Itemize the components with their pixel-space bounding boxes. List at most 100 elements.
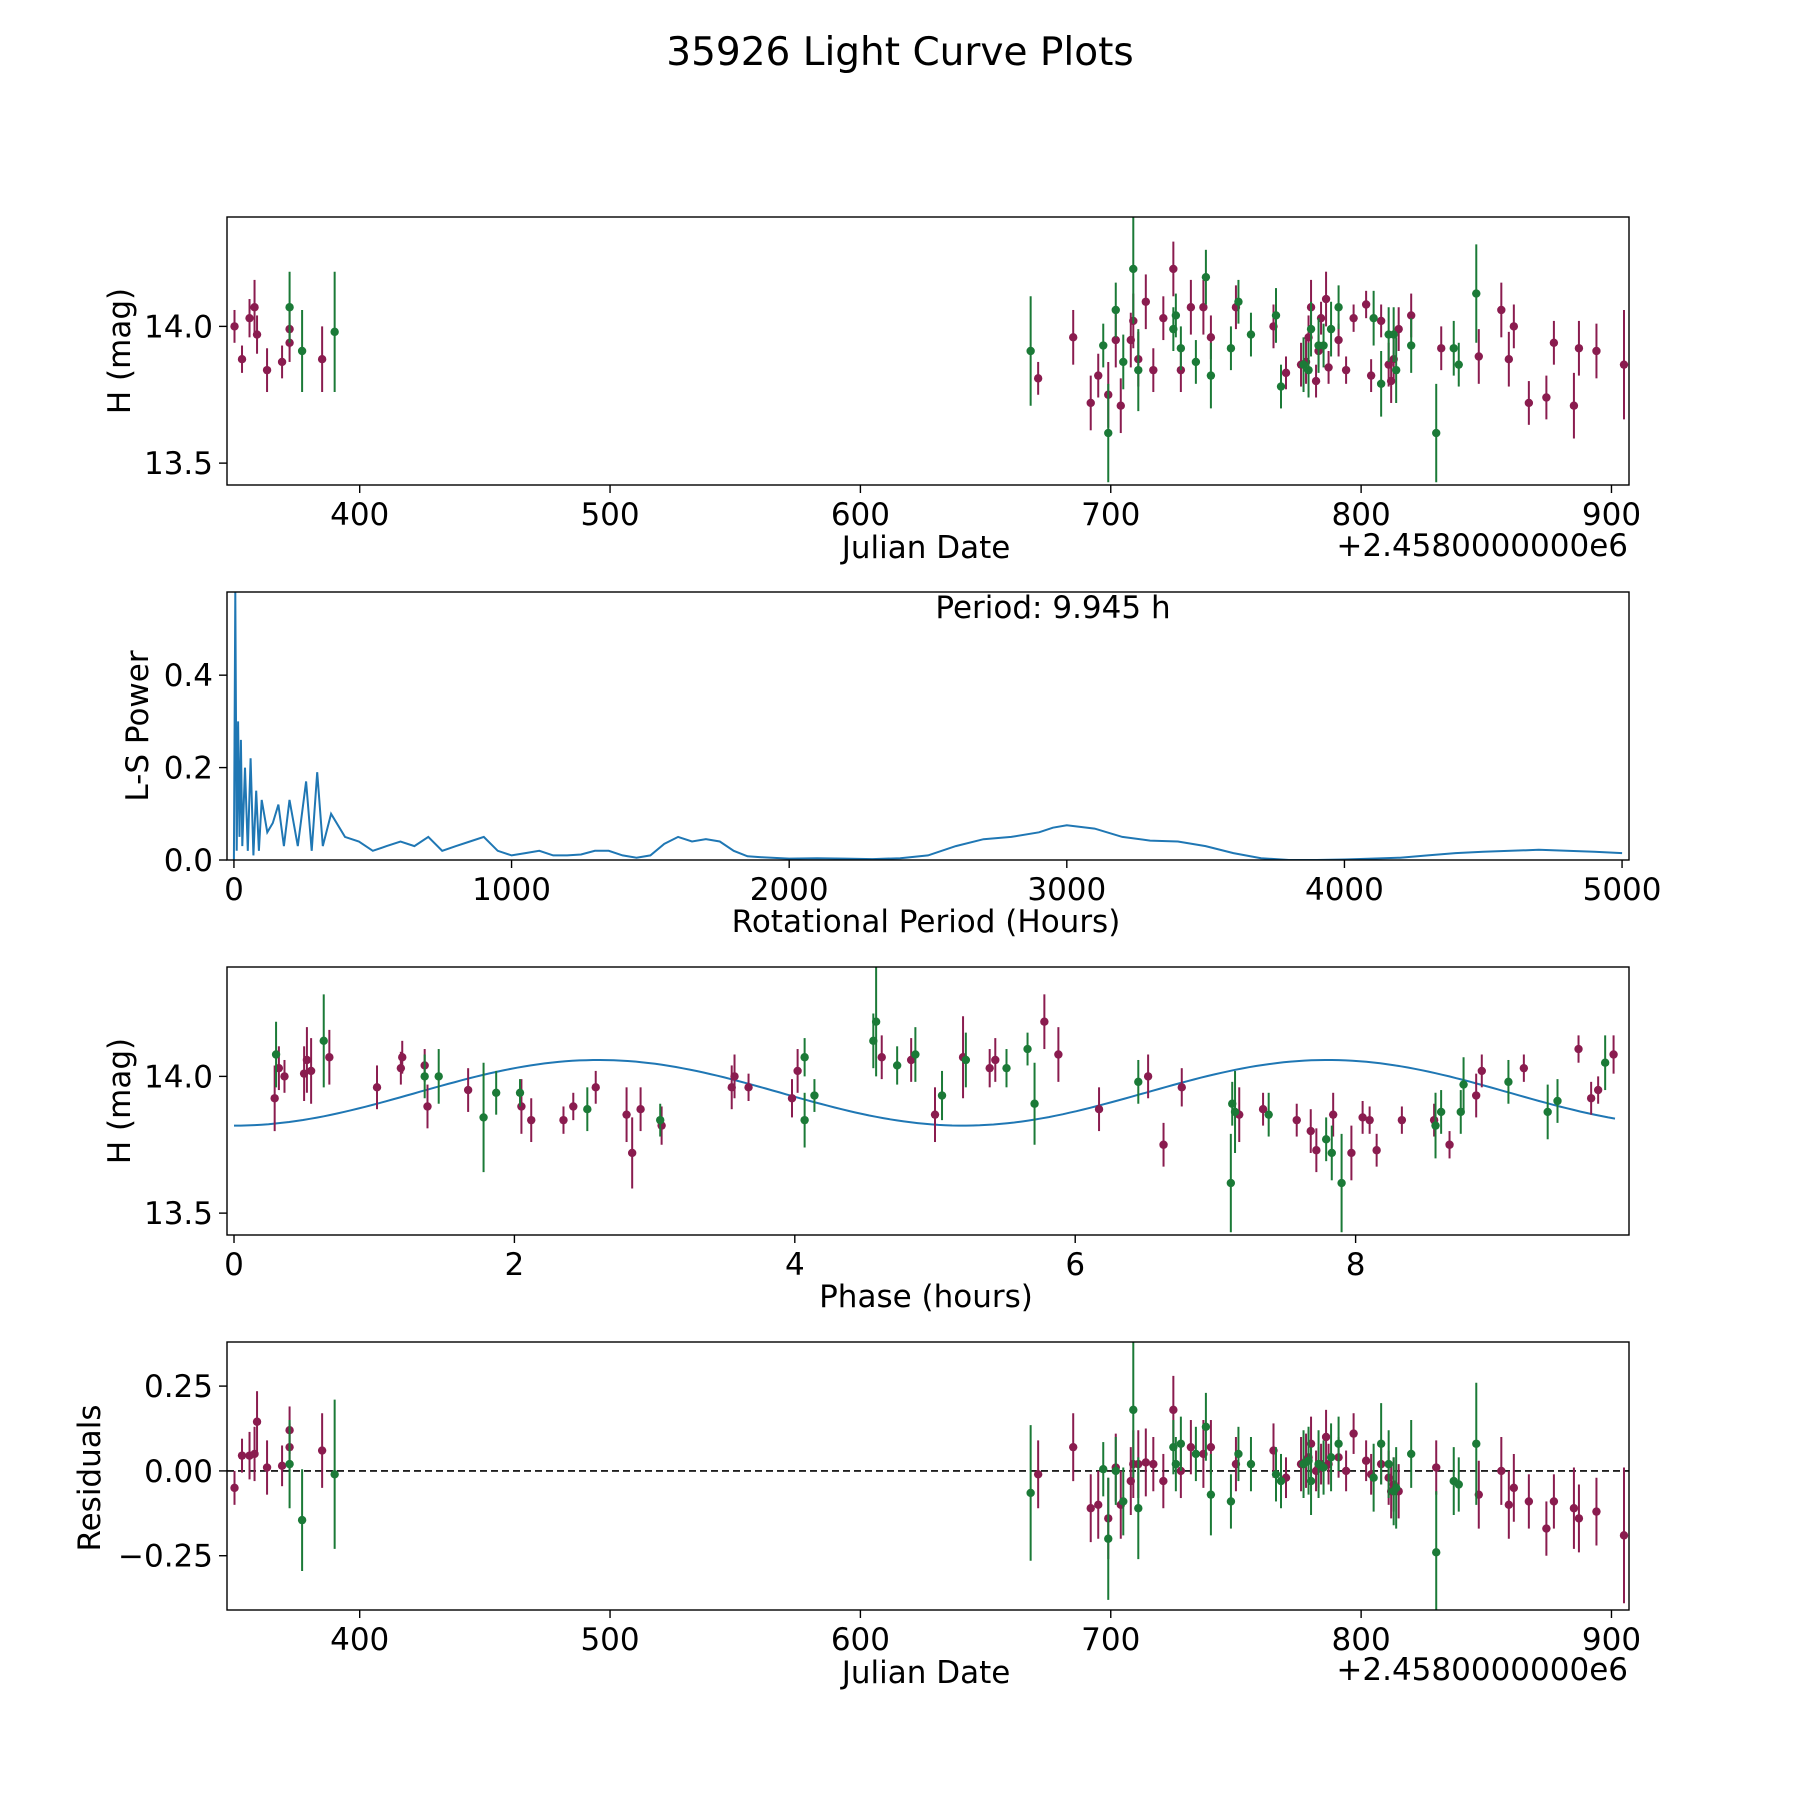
data-point-green [1391,365,1401,375]
data-point-green [1111,305,1120,315]
data-point-green [285,1459,294,1469]
panel-1-ylabel: H (mag) [102,288,138,414]
data-point-green [1230,1107,1240,1117]
data-point-green [1432,428,1441,438]
data-point-red [237,1451,247,1460]
data-point-red [262,365,272,375]
x-tick-label: 600 [831,1622,890,1658]
panel-2-xlabel: Rotational Period (Hours) [732,904,1121,940]
data-point-green [1201,1422,1211,1432]
data-point-green [1226,1497,1236,1506]
data-point-green [911,1050,920,1059]
panel-1-offset-label: +2.4580000000e6 [1336,528,1628,564]
data-point-red [1574,344,1584,353]
data-point-red [237,355,247,364]
data-point-red [1406,311,1416,320]
panel-3-xlabel: Phase (hours) [819,1279,1033,1315]
data-point-green [1472,1439,1481,1448]
data-point-red [306,1066,316,1076]
data-point-green [434,1072,443,1081]
data-point-red [1306,1126,1315,1136]
data-point-red [317,1446,327,1455]
data-point-red [1619,360,1629,369]
data-point-green [1026,346,1035,356]
data-point-green [1326,1453,1336,1462]
y-tick-label: −0.25 [118,1539,213,1575]
data-point-red [1086,398,1095,408]
panel-2-data [232,592,1623,860]
data-point-red [1509,322,1519,331]
data-point-green [297,346,307,356]
x-tick-label: 800 [1332,1622,1391,1658]
data-point-red [1312,1146,1321,1155]
data-point-red [1149,365,1158,375]
data-point-green [1191,1449,1201,1459]
panel-4-frame [226,1341,1630,1611]
panel-2-ylabel: L-S Power [120,650,156,801]
data-point-red [1471,1091,1481,1100]
data-point-red [1542,393,1551,402]
data-point-green [1134,1077,1143,1087]
data-point-red [1619,1531,1629,1540]
data-point-green [1543,1107,1552,1117]
data-point-red [230,1483,239,1493]
x-tick-label: 8 [1346,1247,1366,1283]
x-tick-label: 1000 [472,872,551,908]
data-point-red [245,313,254,323]
data-point-green [1391,1483,1401,1493]
data-point-red [1376,316,1386,326]
data-point-red [1341,365,1351,375]
data-point-green [319,1036,328,1046]
data-point-green [479,1113,488,1122]
data-point-red [1574,1514,1584,1523]
data-point-red [280,1072,289,1081]
data-point-red [1321,294,1331,304]
data-point-green [1129,264,1138,274]
data-point-red [591,1083,600,1092]
x-tick-label: 900 [1582,497,1641,533]
data-point-red [1519,1063,1529,1073]
data-point-green [1119,1497,1128,1506]
data-point-green [656,1115,665,1125]
data-point-green [1171,311,1181,320]
data-point-red [636,1105,645,1114]
panel-1-data [230,217,1629,483]
data-point-green [1406,1449,1416,1459]
data-point-red [277,1461,287,1471]
data-point-red [1341,1466,1351,1476]
data-point-red [1186,303,1196,312]
data-point-green [1171,1459,1181,1469]
data-point-green [810,1091,819,1100]
data-point-green [1384,1459,1393,1469]
data-point-green [1431,1121,1440,1130]
x-tick-label: 700 [1081,1622,1140,1658]
data-point-green [1306,324,1316,334]
x-tick-label: 900 [1582,1622,1641,1658]
data-point-red [1358,1113,1367,1122]
panel-2-frame [226,591,1630,861]
panel-4-ylabel: Residuals [72,1404,108,1551]
data-point-green [1306,1476,1316,1486]
y-tick-label: 13.5 [144,446,213,482]
data-point-green [1299,360,1308,369]
data-point-green [1134,1504,1143,1513]
data-point-green [1334,303,1343,312]
panel-4-ticks: 400 500 600 700 800 900 0.25 0.00 −0.25 [118,1369,1641,1658]
panel-1-light-curve: 400 500 600 700 800 900 13.5 14.0 Julian Date H… [102,216,1641,566]
data-point-red [730,1072,739,1081]
data-point-red [569,1102,578,1111]
x-tick-label: 400 [330,1622,389,1658]
data-point-green [1234,297,1243,306]
data-point-red [793,1066,802,1076]
data-point-red [1347,1148,1356,1158]
data-point-green [1104,428,1113,438]
data-point-green [1319,1463,1328,1472]
data-point-red [1206,1442,1216,1452]
data-point-red [1586,1094,1596,1103]
data-point-red [1474,352,1483,361]
panel-3-ylabel: H (mag) [102,1038,138,1164]
data-point-red [1199,303,1208,312]
data-point-green [1454,360,1463,369]
data-point-green [1206,371,1216,380]
